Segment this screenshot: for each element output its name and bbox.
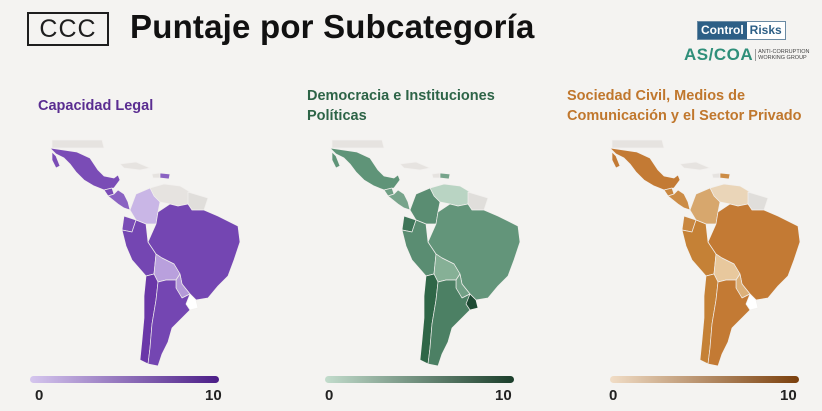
map-title-democracia: Democracia e Instituciones Políticas xyxy=(307,88,495,124)
legend-scale-capacidad-legal xyxy=(30,376,219,383)
legend-max-label: 10 xyxy=(495,387,512,404)
control-risks-logo-left: Control xyxy=(698,22,747,39)
legend-min-label: 0 xyxy=(35,387,44,404)
map-capacidad-legal xyxy=(49,139,241,367)
country-central-america xyxy=(667,189,691,211)
country-uruguay xyxy=(465,293,479,311)
country-dominican-republic xyxy=(439,172,451,180)
country-uruguay xyxy=(745,293,759,311)
legend-max-label: 10 xyxy=(780,387,797,404)
page-title: Puntaje por Subcategoría xyxy=(130,8,535,45)
country-haiti xyxy=(431,172,441,179)
country-usa-border xyxy=(51,139,105,149)
country-usa-border xyxy=(611,139,665,149)
country-mexico xyxy=(329,147,401,191)
legend-scale-democracia xyxy=(325,376,514,383)
country-argentina xyxy=(427,279,477,367)
country-central-america xyxy=(107,189,131,211)
legend-min-label: 0 xyxy=(609,387,618,404)
country-dominican-republic xyxy=(719,172,731,180)
country-argentina xyxy=(147,279,197,367)
country-guyanas xyxy=(467,191,489,211)
map-title-capacidad-legal: Capacidad Legal xyxy=(38,98,154,114)
map-democracia xyxy=(329,139,521,367)
legend-min-label: 0 xyxy=(325,387,334,404)
country-cuba xyxy=(679,161,711,171)
control-risks-logo-right: Risks xyxy=(746,22,785,39)
country-argentina xyxy=(707,279,757,367)
legend-max-label: 10 xyxy=(205,387,222,404)
ccc-badge: CCC xyxy=(27,12,109,46)
country-guyanas xyxy=(187,191,209,211)
country-mexico xyxy=(49,147,121,191)
ascoa-mark: AS/COA xyxy=(684,45,754,64)
country-guyanas xyxy=(747,191,769,211)
country-haiti xyxy=(711,172,721,179)
map-title-sociedad-civil: Sociedad Civil, Medios de Comunicación y… xyxy=(567,88,802,124)
country-cuba xyxy=(119,161,151,171)
control-risks-logo: Control Risks xyxy=(697,21,786,40)
country-dominican-republic xyxy=(159,172,171,180)
ascoa-logo: AS/COA ANTI-CORRUPTION WORKING GROUP xyxy=(684,45,822,65)
country-central-america xyxy=(387,189,411,211)
country-mexico xyxy=(609,147,681,191)
map-sociedad-civil xyxy=(609,139,801,367)
country-cuba xyxy=(399,161,431,171)
legend-scale-sociedad-civil xyxy=(610,376,799,383)
country-usa-border xyxy=(331,139,385,149)
ascoa-subtitle: ANTI-CORRUPTION WORKING GROUP xyxy=(755,49,822,61)
country-haiti xyxy=(151,172,161,179)
country-uruguay xyxy=(185,293,199,311)
